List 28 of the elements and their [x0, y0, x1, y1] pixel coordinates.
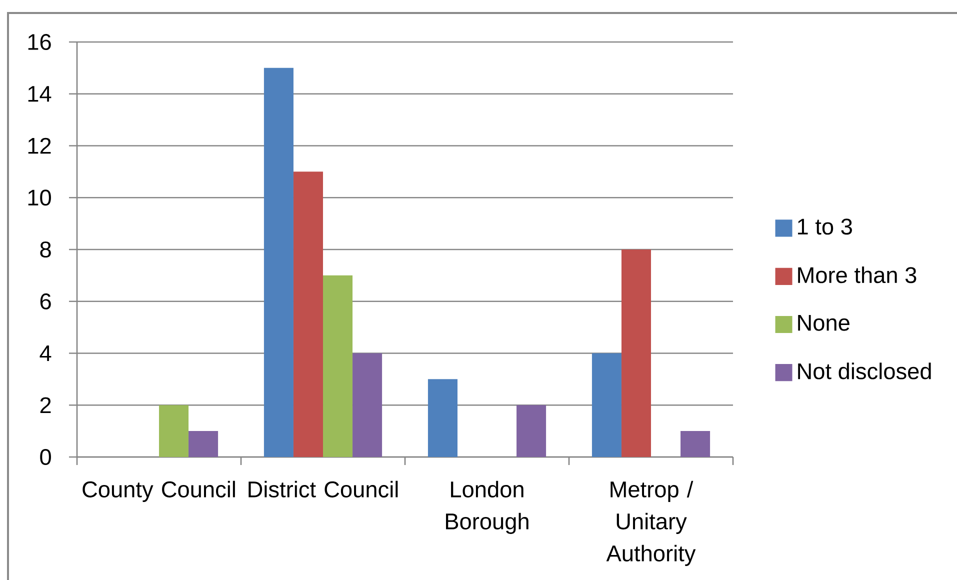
legend-label: More than 3 [798, 266, 916, 284]
y-tick-label: 4 [40, 345, 52, 362]
x-tick-label: London Borough [446, 480, 528, 534]
x-tick-label: County Council [82, 480, 235, 502]
x-tick-label: District Council [248, 480, 398, 498]
bar [159, 405, 189, 457]
bar [352, 353, 382, 457]
y-tick-label: 2 [40, 397, 51, 414]
y-tick-label: 8 [40, 241, 51, 258]
y-tick-label: 10 [28, 190, 51, 206]
y-tick-label: 16 [28, 34, 51, 50]
bar [264, 68, 294, 457]
bar [323, 275, 353, 457]
bar [516, 405, 546, 457]
x-tick-label: Metrop / Unitary Authority [606, 480, 696, 566]
bar [428, 379, 458, 457]
bar [592, 353, 622, 457]
bar [188, 431, 218, 457]
y-tick-label: 12 [28, 138, 51, 154]
legend-label: 1 to 3 [798, 218, 852, 235]
bar [680, 431, 710, 457]
y-tick-label: 14 [28, 86, 52, 102]
bar [293, 172, 324, 457]
y-tick-label: 6 [40, 293, 51, 310]
bar [621, 249, 651, 457]
legend-label: None [798, 314, 850, 331]
legend-label: Not disclosed [798, 362, 931, 380]
y-tick-label: 0 [40, 448, 51, 466]
